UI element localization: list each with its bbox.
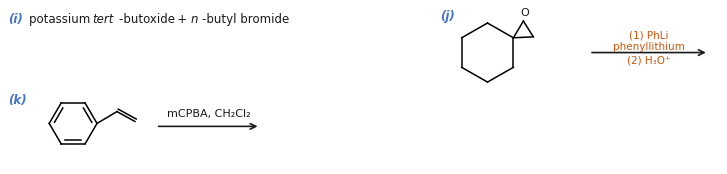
Text: -butoxide +: -butoxide + [119,13,190,26]
Text: potassium: potassium [29,13,95,26]
Text: O: O [520,8,529,18]
Text: (1) PhLi: (1) PhLi [629,31,669,41]
Text: n: n [190,13,198,26]
Text: phenyllithium: phenyllithium [613,42,685,52]
Text: (2) H₃O⁺: (2) H₃O⁺ [627,56,670,65]
Text: mCPBA, CH₂Cl₂: mCPBA, CH₂Cl₂ [166,109,250,120]
Text: tert: tert [92,13,113,26]
Text: (j): (j) [440,10,454,23]
Text: (i): (i) [9,13,23,26]
Text: -butyl bromide: -butyl bromide [201,13,289,26]
Text: (k): (k) [9,94,27,107]
